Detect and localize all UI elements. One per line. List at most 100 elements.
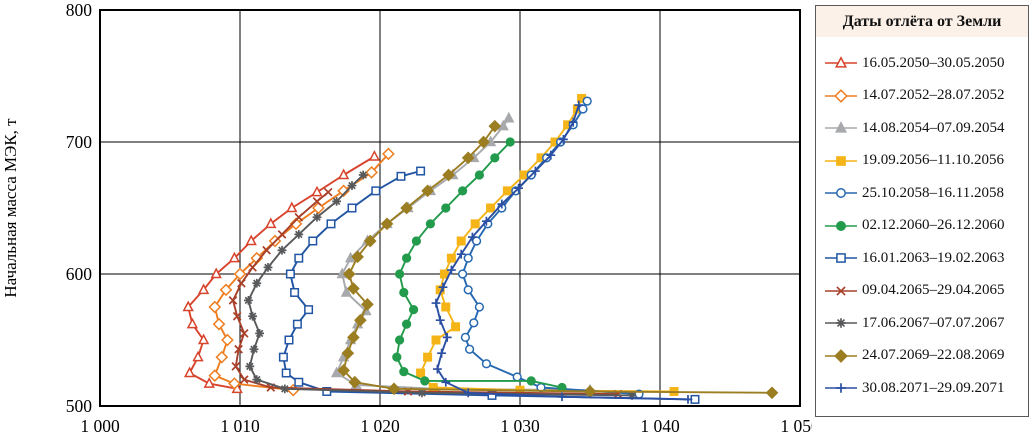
asterisk-marker: [263, 263, 273, 272]
square-open-marker: [292, 319, 302, 329]
x-marker: [262, 245, 271, 255]
triangle-open-marker: [183, 366, 196, 378]
triangle-open-marker: [311, 185, 323, 197]
square-filled-marker: [416, 368, 426, 378]
legend-item-label: 09.04.2065–29.04.2065: [862, 282, 1005, 298]
x-marker: [239, 329, 249, 338]
square-open-marker: [322, 386, 332, 396]
legend-item: 25.10.2058–16.11.2058: [816, 185, 1028, 202]
square-open-marker: [396, 171, 406, 181]
y-tick-label: 600: [66, 264, 93, 284]
square-open-marker: [285, 269, 295, 279]
square-filled-marker: [502, 186, 512, 196]
asterisk-marker: [252, 375, 262, 384]
circle-filled-marker: [394, 335, 405, 345]
triangle-open-marker: [186, 317, 199, 329]
circle-open-marker: [469, 318, 479, 328]
square-open-marker: [281, 368, 291, 378]
diamond-open-marker: [228, 377, 241, 390]
plus-marker: [559, 134, 568, 144]
asterisk-marker: [358, 170, 368, 180]
circle-filled-marker: [401, 253, 412, 263]
diamond-open-marker: [212, 317, 226, 331]
triangle-open-marker: [337, 168, 350, 180]
x-marker: [231, 362, 241, 371]
legend-marker-triangle-filled: [825, 121, 857, 133]
plus-marker: [431, 298, 441, 308]
diamond-filled-marker: [337, 364, 350, 377]
square-open-marker: [371, 186, 381, 196]
asterisk-marker: [332, 197, 341, 206]
plus-marker: [568, 117, 578, 127]
circle-filled-marker: [399, 367, 409, 377]
legend-item: 14.07.2052–28.07.2052: [816, 87, 1028, 104]
legend-item-label: 16.01.2063–19.02.2063: [862, 249, 1005, 266]
asterisk-marker: [312, 212, 322, 222]
plus-marker: [514, 183, 523, 193]
square-open-marker: [304, 305, 314, 315]
square-open-marker: [284, 335, 294, 345]
plus-marker: [433, 364, 442, 374]
legend-marker-square-open: [825, 253, 857, 263]
legend-item-label: 24.07.2069–22.08.2069: [862, 347, 1005, 363]
diamond-filled-marker: [354, 313, 367, 327]
diamond-filled-marker: [341, 346, 355, 360]
circle-filled-marker: [411, 236, 422, 246]
x-marker: [277, 230, 287, 239]
circle-filled-marker: [394, 269, 405, 279]
legend-items: 16.05.2050–30.05.2050 14.07.2052–28.07.20…: [816, 37, 1028, 416]
x-tick-label: 1 010: [220, 416, 260, 436]
square-filled-marker: [456, 236, 466, 246]
diamond-filled-marker: [351, 250, 364, 264]
triangle-filled-marker: [834, 121, 848, 133]
triangle-open-marker: [265, 217, 277, 229]
square-open-marker: [290, 287, 300, 297]
x-marker: [836, 285, 846, 296]
diamond-open-marker: [834, 88, 848, 103]
diamond-open-marker: [221, 333, 234, 347]
diamond-filled-marker: [347, 331, 360, 344]
legend-item: 19.09.2056–11.10.2056: [816, 152, 1028, 169]
square-filled-marker: [423, 352, 433, 362]
square-open-marker: [416, 166, 426, 176]
series-line: [187, 155, 376, 390]
triangle-filled-marker: [503, 111, 515, 123]
plus-marker: [438, 282, 448, 292]
circle-filled-marker: [392, 352, 402, 362]
plus-marker: [546, 150, 556, 160]
square-open-marker: [278, 352, 288, 362]
diamond-filled-marker: [461, 151, 475, 165]
diamond-filled-marker: [361, 298, 374, 311]
square-filled-marker: [441, 302, 451, 312]
asterisk-marker: [249, 344, 259, 354]
circle-open-marker: [836, 188, 846, 198]
circle-filled-marker: [505, 137, 515, 147]
circle-filled-marker: [420, 376, 430, 386]
diamond-filled-marker: [400, 201, 413, 215]
circle-open-marker: [582, 96, 592, 106]
circle-open-marker: [481, 359, 492, 369]
circle-filled-marker: [399, 287, 409, 298]
plus-marker: [463, 388, 473, 398]
legend-marker-circle-filled: [825, 220, 857, 231]
diamond-open-marker: [208, 369, 222, 382]
circle-open-marker: [460, 332, 471, 342]
x-tick-label: 1 000: [80, 416, 120, 436]
triangle-open-marker: [197, 283, 210, 295]
diamond-filled-marker: [765, 386, 779, 400]
legend-item: 30.08.2071–29.09.2071: [816, 380, 1028, 397]
x-marker: [294, 212, 304, 222]
legend-item: 17.06.2067–07.07.2067: [816, 315, 1028, 332]
triangle-filled-marker: [330, 366, 343, 378]
triangle-open-marker: [286, 201, 298, 213]
legend-marker-circle-open: [825, 188, 857, 198]
circle-open-marker: [578, 104, 588, 114]
square-open-marker: [836, 253, 846, 263]
legend-item: 14.08.2054–07.09.2054: [816, 120, 1028, 137]
circle-filled-marker: [836, 220, 846, 231]
diamond-filled-marker: [442, 168, 455, 182]
square-filled-marker: [470, 219, 480, 229]
diamond-open-marker: [382, 147, 395, 161]
circle-open-marker: [464, 344, 475, 354]
legend: Даты отлёта от Земли 16.05.2050–30.05.20…: [815, 5, 1029, 417]
